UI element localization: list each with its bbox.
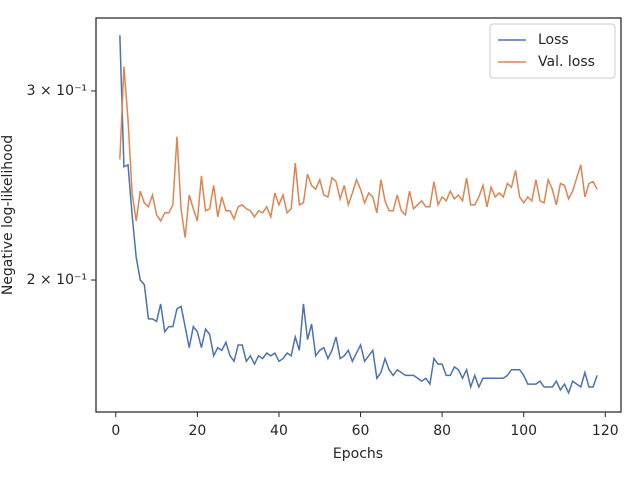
y-tick-label: 3 × 10⁻¹: [27, 83, 87, 99]
y-axis-label: Negative log-likelihood: [0, 135, 16, 295]
x-tick-label: 60: [352, 423, 370, 439]
y-tick-label: 2 × 10⁻¹: [27, 272, 87, 288]
legend: Loss Val. loss: [489, 23, 616, 79]
line-series: [119, 66, 598, 238]
plot-frame: [95, 17, 622, 413]
x-tick-label: 0: [111, 423, 120, 439]
x-tick-label: 80: [433, 423, 451, 439]
x-tick-label: 40: [270, 423, 288, 439]
x-tick-label: 20: [188, 423, 206, 439]
x-axis-label: Epochs: [333, 446, 383, 462]
legend-label: Val. loss: [538, 54, 595, 70]
x-tick-label: 100: [510, 423, 537, 439]
x-tick-label: 120: [592, 423, 619, 439]
legend-label: Loss: [538, 32, 569, 48]
legend-box: [489, 23, 616, 79]
line-series: [119, 35, 598, 395]
